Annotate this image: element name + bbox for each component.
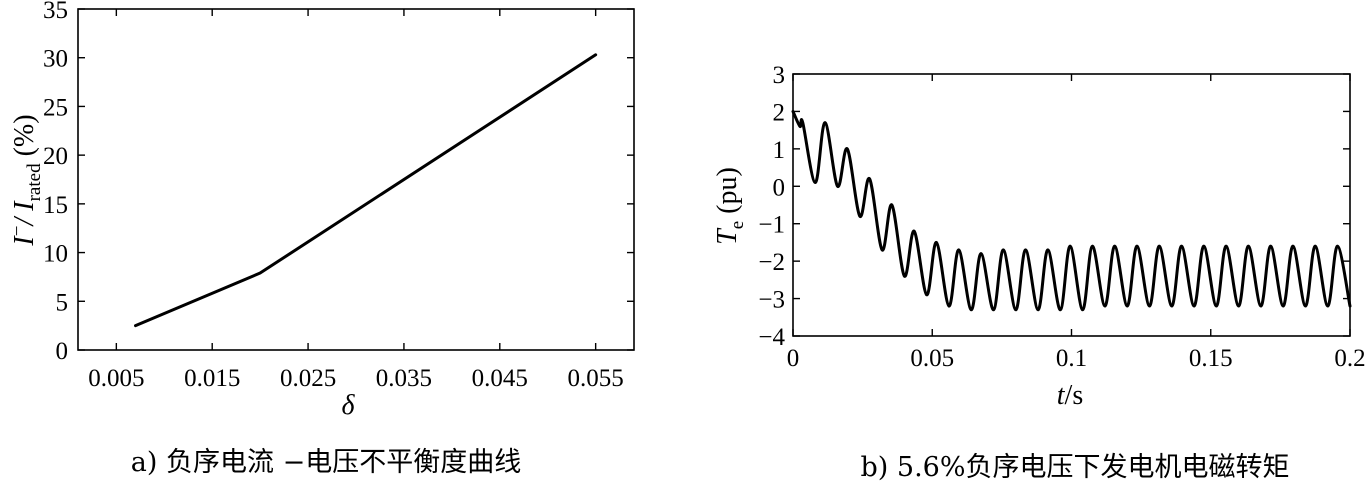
chart-b-y-tick-label: 3 — [773, 62, 786, 89]
chart-b-y-tick-label: 1 — [773, 137, 786, 164]
chart-b-x-axis-label: t/s — [1057, 380, 1083, 411]
chart-b-plot-frame — [792, 73, 1351, 337]
chart-a-y-tick-label: 0 — [56, 338, 69, 365]
chart-a-series — [134, 53, 598, 328]
chart-a-series-line — [134, 53, 598, 328]
chart-a-caption: a) 负序电流 −电压不平衡度曲线 — [131, 447, 521, 478]
chart-a-x-tick-label: 0.035 — [376, 365, 432, 392]
chart-b-x-tick-label: 0.05 — [910, 345, 954, 372]
chart-b-y-tick-label: −4 — [758, 324, 785, 351]
chart-a-y-tick-label: 35 — [43, 0, 68, 24]
chart-b-y-tick-label: 0 — [773, 174, 786, 201]
chart-b-ticks: 0 0.05 0.1 0.15 0.2 3 2 1 0 −1 −2 −3 −4 — [758, 62, 1365, 372]
chart-a-y-tick-label: 10 — [43, 241, 68, 268]
chart-b-caption: b) 5.6%负序电压下发电机电磁转矩 — [861, 452, 1290, 483]
chart-a-y-tick-label: 5 — [56, 289, 69, 316]
chart-b-x-tick-label: 0 — [787, 345, 800, 372]
chart-a-x-tick-label: 0.025 — [280, 365, 336, 392]
chart-b-x-tick-label: 0.2 — [1334, 345, 1365, 372]
chart-b-y-axis-label: Te (pu) — [712, 167, 748, 245]
chart-a-ticks: 0.005 0.015 0.025 0.035 0.045 0.055 0 5 10 15 20 25… — [43, 0, 634, 392]
chart-a: 0.005 0.015 0.025 0.035 0.045 0.055 0 5 10 15 20 25… — [7, 0, 635, 478]
chart-a-y-tick-label: 25 — [43, 94, 68, 121]
chart-a-x-tick-label: 0.045 — [472, 365, 528, 392]
chart-a-y-tick-label: 30 — [43, 46, 68, 73]
chart-b-y-tick-label: −2 — [758, 249, 785, 276]
chart-a-y-tick-label: 15 — [43, 192, 68, 219]
chart-b-series — [791, 109, 1352, 312]
chart-a-x-tick-label: 0.055 — [568, 365, 624, 392]
chart-b-x-tick-label: 0.15 — [1189, 345, 1233, 372]
chart-a-y-axis-label: I−/ Irated (%) — [7, 114, 45, 246]
chart-a-x-axis-label: δ — [341, 390, 355, 421]
chart-b-y-tick-label: −1 — [758, 212, 785, 239]
chart-b-y-tick-label: 2 — [773, 99, 786, 126]
chart-b-series-line — [791, 109, 1352, 312]
chart-a-plot-frame — [77, 8, 635, 351]
chart-a-x-tick-label: 0.005 — [88, 365, 144, 392]
chart-a-y-tick-label: 20 — [43, 143, 68, 170]
chart-b-x-tick-label: 0.1 — [1056, 345, 1087, 372]
chart-a-x-tick-label: 0.015 — [184, 365, 240, 392]
chart-b-y-tick-label: −3 — [758, 287, 785, 314]
